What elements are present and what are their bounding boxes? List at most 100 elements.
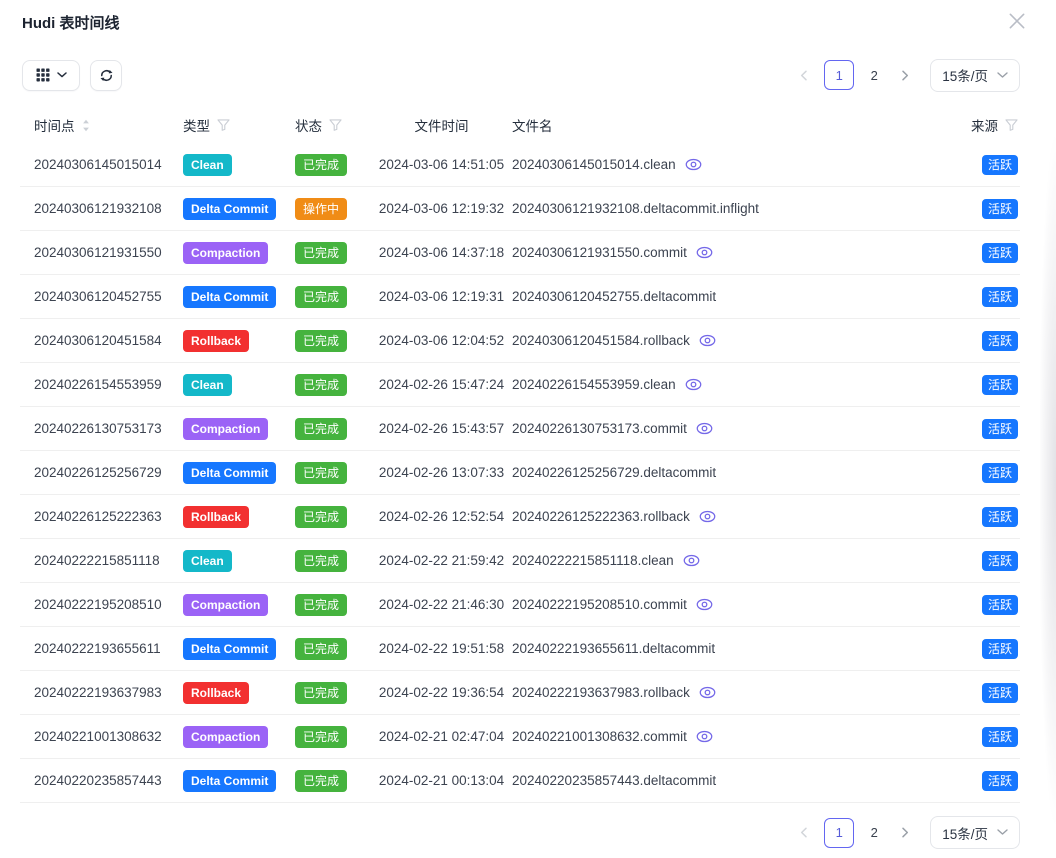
next-page-icon[interactable] — [894, 60, 916, 90]
table-row: 20240222215851118 Clean 已完成 2024-02-22 21:5… — [20, 539, 1020, 583]
eye-icon[interactable] — [696, 422, 713, 435]
timestamp-cell: 20240306120451584 — [34, 333, 162, 348]
type-cell: Rollback — [183, 681, 295, 704]
table-row: 20240221001308632 Compaction 已完成 2024-02-21… — [20, 715, 1020, 759]
file-name-cell: 20240220235857443.deltacommit — [512, 773, 930, 788]
prev-page-icon[interactable] — [793, 60, 815, 90]
eye-icon[interactable] — [696, 598, 713, 611]
prev-page-icon[interactable] — [793, 818, 815, 848]
filter-icon[interactable] — [1005, 119, 1018, 131]
type-cell: Rollback — [183, 329, 295, 352]
source-cell: 活跃 — [930, 682, 1018, 703]
eye-icon[interactable] — [696, 246, 713, 259]
toolbar-buttons — [22, 59, 122, 91]
source-badge: 活跃 — [981, 638, 1018, 659]
filter-icon[interactable] — [329, 119, 342, 131]
column-settings-button[interactable] — [22, 59, 80, 91]
type-badge: Clean — [183, 549, 232, 572]
file-name: 20240306120452755.deltacommit — [512, 289, 717, 304]
source-badge: 活跃 — [981, 726, 1018, 747]
file-name-cell: 20240222215851118.clean — [512, 553, 930, 568]
file-name-cell: 20240306121931550.commit — [512, 245, 930, 260]
file-name-cell: 20240222195208510.commit — [512, 597, 930, 612]
type-badge: Rollback — [183, 329, 250, 352]
filter-icon[interactable] — [217, 119, 230, 131]
page-button-2[interactable]: 2 — [870, 67, 878, 83]
file-time-cell: 2024-02-26 15:43:57 — [378, 421, 505, 436]
file-name: 20240220235857443.deltacommit — [512, 773, 717, 788]
file-name-cell: 20240226125222363.rollback — [512, 509, 930, 524]
file-time-cell: 2024-02-26 12:52:54 — [378, 509, 505, 524]
status-badge: 已完成 — [295, 461, 348, 484]
source-badge: 活跃 — [981, 550, 1018, 571]
type-badge: Compaction — [183, 725, 269, 748]
file-time-cell: 2024-02-21 00:13:04 — [378, 773, 505, 788]
source-badge: 活跃 — [981, 154, 1018, 175]
page-button-2[interactable]: 2 — [870, 825, 878, 840]
file-time-cell: 2024-02-22 21:59:42 — [378, 553, 505, 568]
timestamp-cell: 20240226125222363 — [34, 509, 162, 524]
file-name-cell: 20240221001308632.commit — [512, 729, 930, 744]
next-page-icon[interactable] — [894, 818, 916, 848]
page-size-select[interactable]: 15条/页 — [930, 58, 1020, 92]
eye-icon[interactable] — [699, 686, 716, 699]
status-badge: 操作中 — [295, 197, 348, 220]
column-header-timestamp: 时间点 — [34, 115, 183, 135]
type-cell: Compaction — [183, 593, 295, 616]
eye-icon[interactable] — [699, 510, 716, 523]
status-badge: 已完成 — [295, 329, 348, 352]
type-badge: Delta Commit — [183, 285, 277, 308]
eye-icon[interactable] — [685, 158, 702, 171]
status-cell: 已完成 — [295, 681, 371, 704]
table-row: 20240220235857443 Delta Commit 已完成 2024-02-… — [20, 759, 1020, 803]
timestamp-cell: 20240306145015014 — [34, 157, 162, 172]
source-badge: 活跃 — [981, 770, 1018, 791]
page-size-select[interactable]: 15条/页 — [930, 816, 1020, 849]
file-name: 20240306121931550.commit — [512, 245, 687, 260]
table-row: 20240306121931550 Compaction 已完成 2024-03-06… — [20, 231, 1020, 275]
file-name-cell: 20240226154553959.clean — [512, 377, 930, 392]
source-badge: 活跃 — [981, 330, 1018, 351]
status-badge: 已完成 — [295, 285, 348, 308]
close-icon[interactable] — [1008, 12, 1026, 30]
type-cell: Delta Commit — [183, 197, 295, 220]
table-row: 20240306145015014 Clean 已完成 2024-03-06 14:5… — [20, 143, 1020, 187]
eye-icon[interactable] — [683, 554, 700, 567]
file-time-cell: 2024-02-26 13:07:33 — [378, 465, 505, 480]
table-row: 20240222193655611 Delta Commit 已完成 2024-02-… — [20, 627, 1020, 671]
timestamp-cell: 20240226125256729 — [34, 465, 162, 480]
column-header-status: 状态 — [295, 115, 371, 135]
timestamp-cell: 20240222215851118 — [34, 553, 160, 568]
source-badge: 活跃 — [981, 418, 1018, 439]
sort-icon[interactable] — [82, 119, 90, 132]
type-cell: Compaction — [183, 241, 295, 264]
file-time-cell: 2024-02-22 19:36:54 — [378, 685, 505, 700]
timestamp-cell: 20240306120452755 — [34, 289, 162, 304]
eye-icon[interactable] — [685, 378, 702, 391]
eye-icon[interactable] — [696, 730, 713, 743]
page-button-1[interactable]: 1 — [824, 817, 855, 848]
file-name-cell: 20240222193655611.deltacommit — [512, 641, 930, 656]
toolbar: 1 2 15条/页 — [0, 58, 1040, 92]
page-button-1[interactable]: 1 — [824, 60, 855, 90]
table-row: 20240222193637983 Rollback 已完成 2024-02-22 1… — [20, 671, 1020, 715]
status-badge: 已完成 — [295, 373, 348, 396]
table-row: 20240306120451584 Rollback 已完成 2024-03-06 1… — [20, 319, 1020, 363]
grid-icon — [36, 68, 50, 82]
type-cell: Clean — [183, 153, 295, 176]
type-cell: Compaction — [183, 725, 295, 748]
table-row: 20240306121932108 Delta Commit 操作中 2024-03-… — [20, 187, 1020, 231]
file-name-cell: 20240306145015014.clean — [512, 157, 930, 172]
eye-icon[interactable] — [699, 334, 716, 347]
refresh-button[interactable] — [90, 59, 122, 91]
type-badge: Clean — [183, 373, 232, 396]
table-row: 20240226125222363 Rollback 已完成 2024-02-26 1… — [20, 495, 1020, 539]
file-name: 20240221001308632.commit — [512, 729, 687, 744]
source-cell: 活跃 — [930, 770, 1018, 791]
type-badge: Rollback — [183, 505, 250, 528]
file-name-cell: 20240306120451584.rollback — [512, 333, 930, 348]
type-cell: Clean — [183, 549, 295, 572]
chevron-down-icon — [56, 72, 67, 78]
chevron-down-icon — [997, 829, 1008, 836]
